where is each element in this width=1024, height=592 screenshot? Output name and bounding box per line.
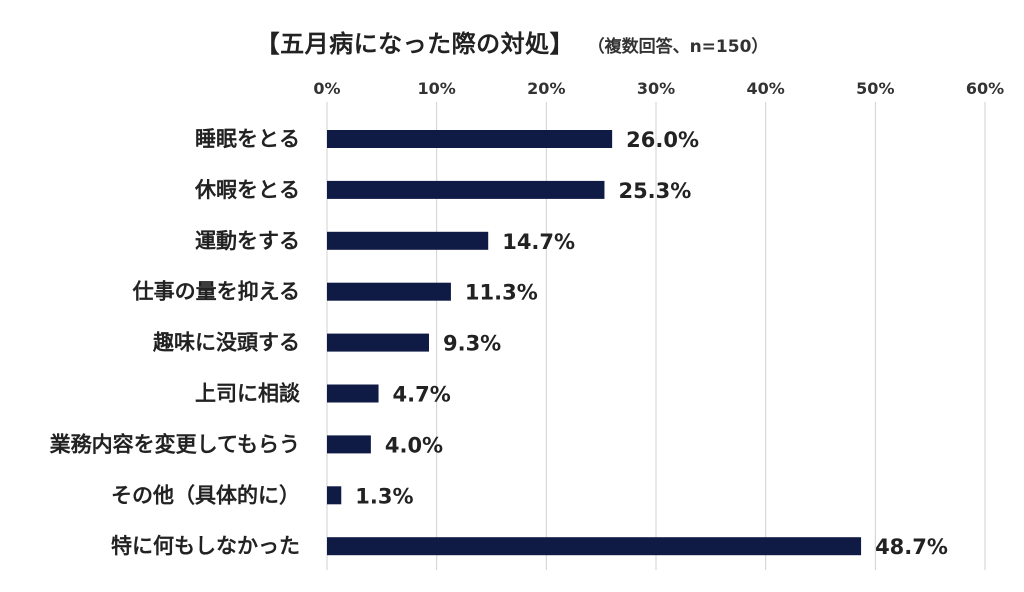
bar bbox=[327, 130, 613, 148]
x-tick-label: 30% bbox=[637, 79, 675, 98]
category-label: 休暇をとる bbox=[194, 178, 300, 202]
bar bbox=[327, 231, 489, 250]
bar bbox=[327, 282, 451, 301]
chart-subtitle: （複数回答、n=150） bbox=[596, 37, 769, 57]
category-label: 運動をする bbox=[195, 229, 300, 253]
bar bbox=[327, 384, 379, 403]
category-label: 趣味に没頭する bbox=[152, 331, 300, 355]
data-label: 25.3% bbox=[618, 179, 691, 203]
data-label: 48.7% bbox=[875, 535, 948, 559]
bar bbox=[327, 486, 342, 505]
data-label: 4.0% bbox=[385, 433, 443, 457]
x-tick-label: 10% bbox=[418, 79, 456, 98]
x-tick-label: 40% bbox=[747, 79, 785, 98]
category-label: 特に何もしなかった bbox=[111, 534, 300, 558]
category-label: 業務内容を変更してもらう bbox=[50, 432, 300, 456]
category-label: 睡眠をとる bbox=[195, 127, 300, 151]
x-tick-label: 50% bbox=[856, 79, 894, 98]
x-tick-label: 60% bbox=[966, 79, 1004, 98]
data-label: 4.7% bbox=[393, 383, 451, 407]
data-label: 9.3% bbox=[443, 332, 501, 356]
data-label: 11.3% bbox=[465, 281, 538, 305]
data-label: 14.7% bbox=[502, 230, 575, 254]
category-label: その他（具体的に） bbox=[111, 483, 300, 507]
category-label: 仕事の量を抑える bbox=[132, 280, 300, 304]
bar bbox=[327, 180, 605, 199]
bar bbox=[327, 435, 371, 454]
data-label: 1.3% bbox=[355, 484, 413, 508]
bar bbox=[327, 537, 862, 556]
category-label: 上司に相談 bbox=[195, 382, 301, 406]
data-label: 26.0% bbox=[626, 128, 699, 152]
bar bbox=[327, 333, 429, 352]
chart-title-block: 【五月病になった際の対処】 （複数回答、n=150） bbox=[0, 24, 1024, 59]
chart-title: 【五月病になった際の対処】 bbox=[255, 30, 575, 58]
x-tick-label: 0% bbox=[313, 79, 340, 98]
x-tick-label: 20% bbox=[527, 79, 565, 98]
